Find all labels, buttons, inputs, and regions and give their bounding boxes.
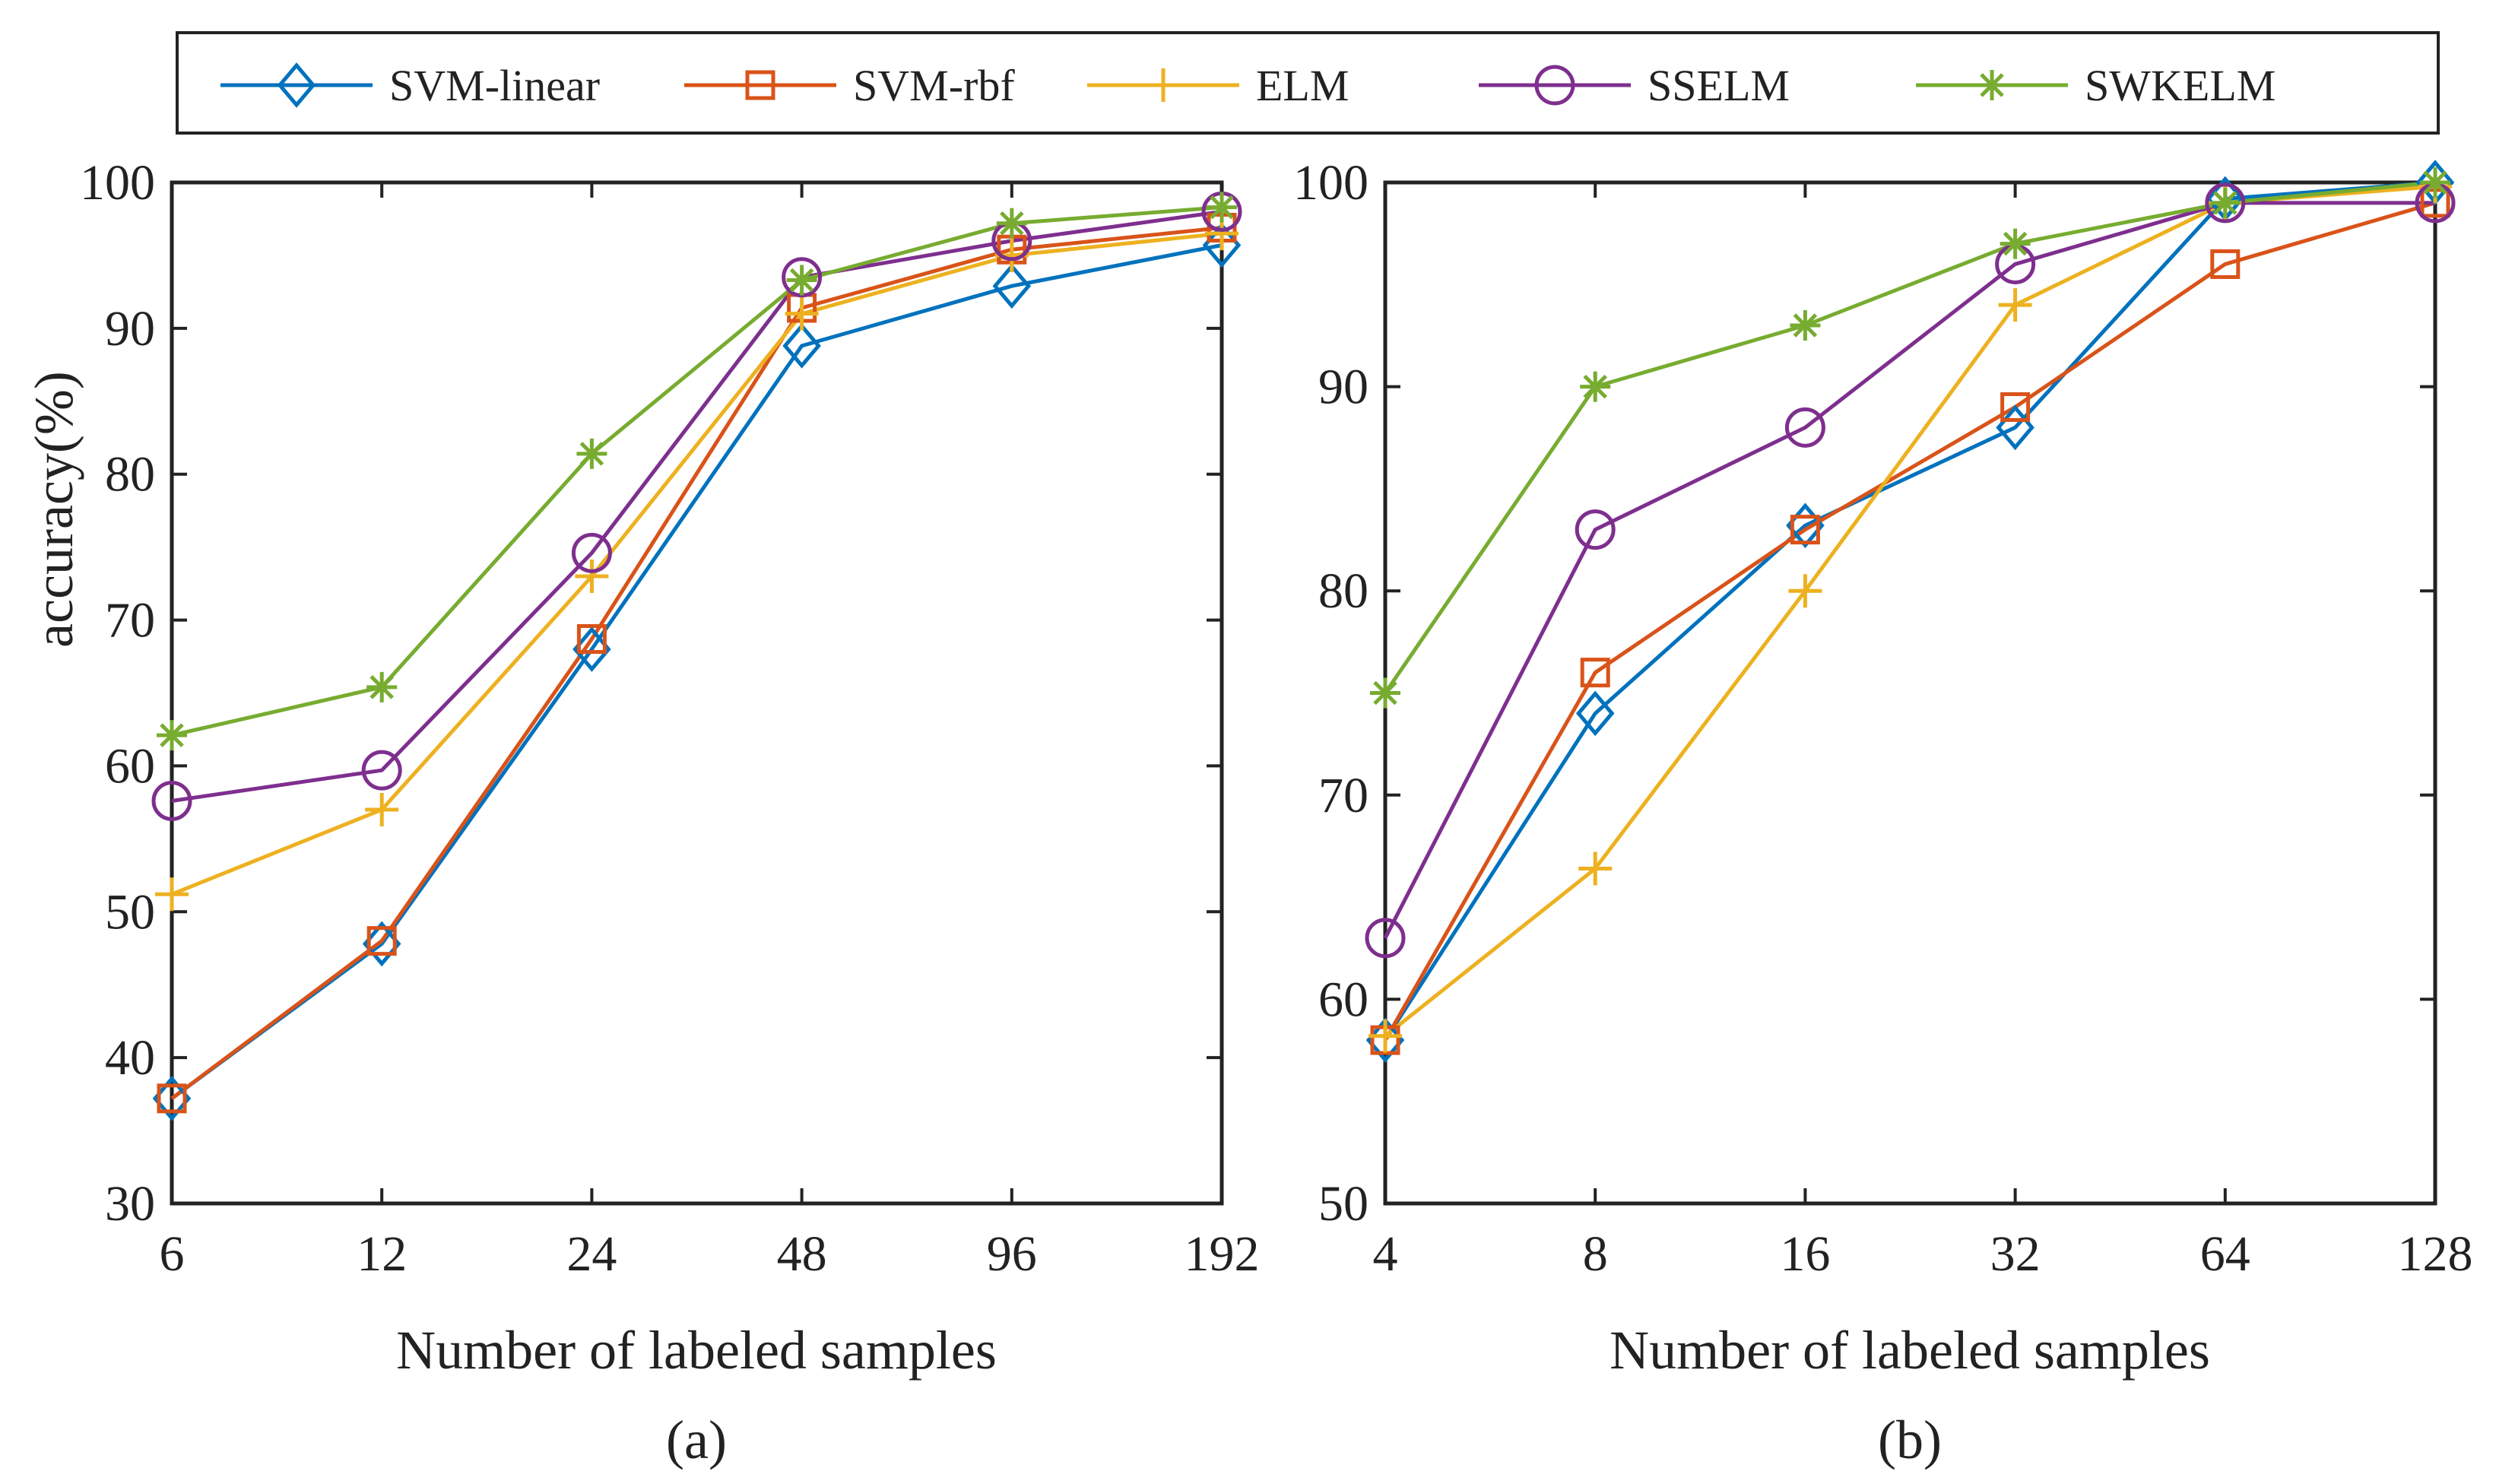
series-line-sselm-a <box>171 209 1223 803</box>
data-point-swkelm-b <box>1580 371 1611 402</box>
data-point-swkelm-b <box>1790 310 1821 341</box>
panel-label-a: (a) <box>666 1409 727 1470</box>
y-tick-label-a: 80 <box>105 447 155 503</box>
y-tick-label-a: 50 <box>105 884 155 940</box>
y-tick-label-a: 30 <box>105 1176 155 1232</box>
y-tick-label-a: 90 <box>105 301 155 357</box>
data-point-svm_linear-a <box>782 323 821 369</box>
data-point-swkelm-b <box>2209 187 2241 218</box>
series-line-elm-a <box>171 231 1223 896</box>
data-point-elm-b <box>1998 288 2032 322</box>
data-point-swkelm-a <box>1207 192 1237 223</box>
x-tick-label-a: 12 <box>357 1226 407 1282</box>
x-axis-label-b: Number of labeled samples <box>1610 1320 2210 1381</box>
data-point-swkelm-a <box>157 720 187 751</box>
panel-b: 4 8 16 32 64 128 50 60 70 80 90 100 Number of label… <box>1293 155 2473 1470</box>
legend-box <box>176 31 2440 135</box>
data-point-elm-a <box>575 560 609 594</box>
legend-marker-elm <box>1147 68 1180 102</box>
x-tick-label-b: 128 <box>2398 1226 2473 1282</box>
x-tick-label-a: 6 <box>160 1226 185 1282</box>
data-point-svm_linear-b <box>1575 690 1615 737</box>
plot-area-a <box>170 180 1224 1206</box>
legend-label-sselm: SSELM <box>1648 61 1790 110</box>
data-point-sselm-a <box>361 750 402 791</box>
data-point-swkelm-a <box>576 438 607 469</box>
legend-marker-sselm <box>1534 65 1575 106</box>
data-point-elm-a <box>785 296 819 331</box>
data-point-sselm-a <box>782 257 823 298</box>
y-tick-label-a: 70 <box>105 593 155 648</box>
y-tick-label-b: 100 <box>1293 155 1369 211</box>
data-point-swkelm-a <box>366 671 398 702</box>
y-axis-label-a: accuracy(%) <box>24 371 84 648</box>
data-point-sselm-a <box>571 532 612 573</box>
series-line-svm_rbf-b <box>1383 201 2436 1042</box>
y-tick-label-b: 70 <box>1318 768 1369 823</box>
legend-label-elm: ELM <box>1256 61 1349 110</box>
legend-marker-svm_rbf <box>745 70 775 100</box>
y-tick-label-a: 60 <box>105 738 155 794</box>
legend-label-swkelm: SWKELM <box>2085 61 2276 110</box>
legend-marker-swkelm <box>1977 70 2007 100</box>
x-tick-label-b: 8 <box>1583 1226 1608 1282</box>
data-point-svm_rbf-a <box>157 1083 187 1114</box>
series-line-sselm-b <box>1383 201 2435 939</box>
y-tick-label-b: 50 <box>1318 1176 1369 1232</box>
data-point-swkelm-b <box>1370 677 1400 709</box>
panel-label-b: (b) <box>1878 1409 1942 1470</box>
data-point-sselm-b <box>1365 918 1406 959</box>
series-line-svm_linear-b <box>1383 180 2436 1042</box>
y-tick-label-b: 90 <box>1318 360 1369 415</box>
x-tick-label-a: 48 <box>777 1226 827 1282</box>
data-point-swkelm-a <box>996 208 1027 239</box>
data-point-elm-b <box>1578 851 1613 886</box>
data-point-elm-a <box>365 792 399 826</box>
data-point-sselm-b <box>2205 182 2246 224</box>
x-tick-label-b: 32 <box>1990 1226 2041 1282</box>
series-line-svm_linear-a <box>170 243 1223 1100</box>
series-line-svm_rbf-a <box>170 225 1223 1100</box>
plot-area-b <box>1383 180 2437 1206</box>
y-tick-label-b: 80 <box>1318 563 1369 619</box>
series-line-swkelm-a <box>171 205 1223 737</box>
x-axis-label-a: Number of labeled samples <box>396 1320 997 1381</box>
y-tick-label-b: 60 <box>1318 972 1369 1027</box>
data-point-elm-a <box>155 877 189 912</box>
data-point-svm_rbf-b <box>2000 392 2031 422</box>
data-point-sselm-a <box>151 780 192 821</box>
data-point-swkelm-b <box>2000 228 2031 259</box>
data-point-svm_linear-a <box>992 263 1032 309</box>
data-point-svm_rbf-a <box>366 926 397 956</box>
data-point-svm_rbf-a <box>576 624 607 655</box>
legend: SVM-linear SVM-rbf ELM SSELM SWKELM <box>176 31 2440 135</box>
data-point-swkelm-a <box>786 265 817 296</box>
panel-a: 6 12 24 48 96 192 30 40 50 60 70 80 90 100 Number of … <box>24 155 1260 1470</box>
data-point-svm_rbf-b <box>2210 249 2241 279</box>
x-tick-label-b: 16 <box>1780 1226 1830 1282</box>
x-tick-label-a: 24 <box>566 1226 617 1282</box>
data-point-elm-b <box>1369 1019 1402 1053</box>
data-point-svm_rbf-b <box>1580 658 1610 688</box>
y-tick-label-a: 100 <box>80 155 155 211</box>
legend-marker-svm_linear <box>277 62 316 108</box>
x-tick-label-b: 4 <box>1373 1226 1398 1282</box>
data-point-svm_rbf-b <box>1790 515 1820 545</box>
data-point-sselm-b <box>1784 407 1825 448</box>
series-line-swkelm-b <box>1383 180 2436 694</box>
data-point-sselm-b <box>1575 509 1616 550</box>
data-point-elm-b <box>1788 574 1822 608</box>
x-tick-label-a: 192 <box>1185 1226 1260 1282</box>
legend-label-svm_rbf: SVM-rbf <box>853 61 1015 110</box>
y-tick-label-a: 40 <box>105 1030 155 1086</box>
x-tick-label-b: 64 <box>2200 1226 2250 1282</box>
x-tick-label-a: 96 <box>987 1226 1037 1282</box>
data-point-swkelm-b <box>2420 167 2450 198</box>
legend-label-svm_linear: SVM-linear <box>389 61 600 110</box>
